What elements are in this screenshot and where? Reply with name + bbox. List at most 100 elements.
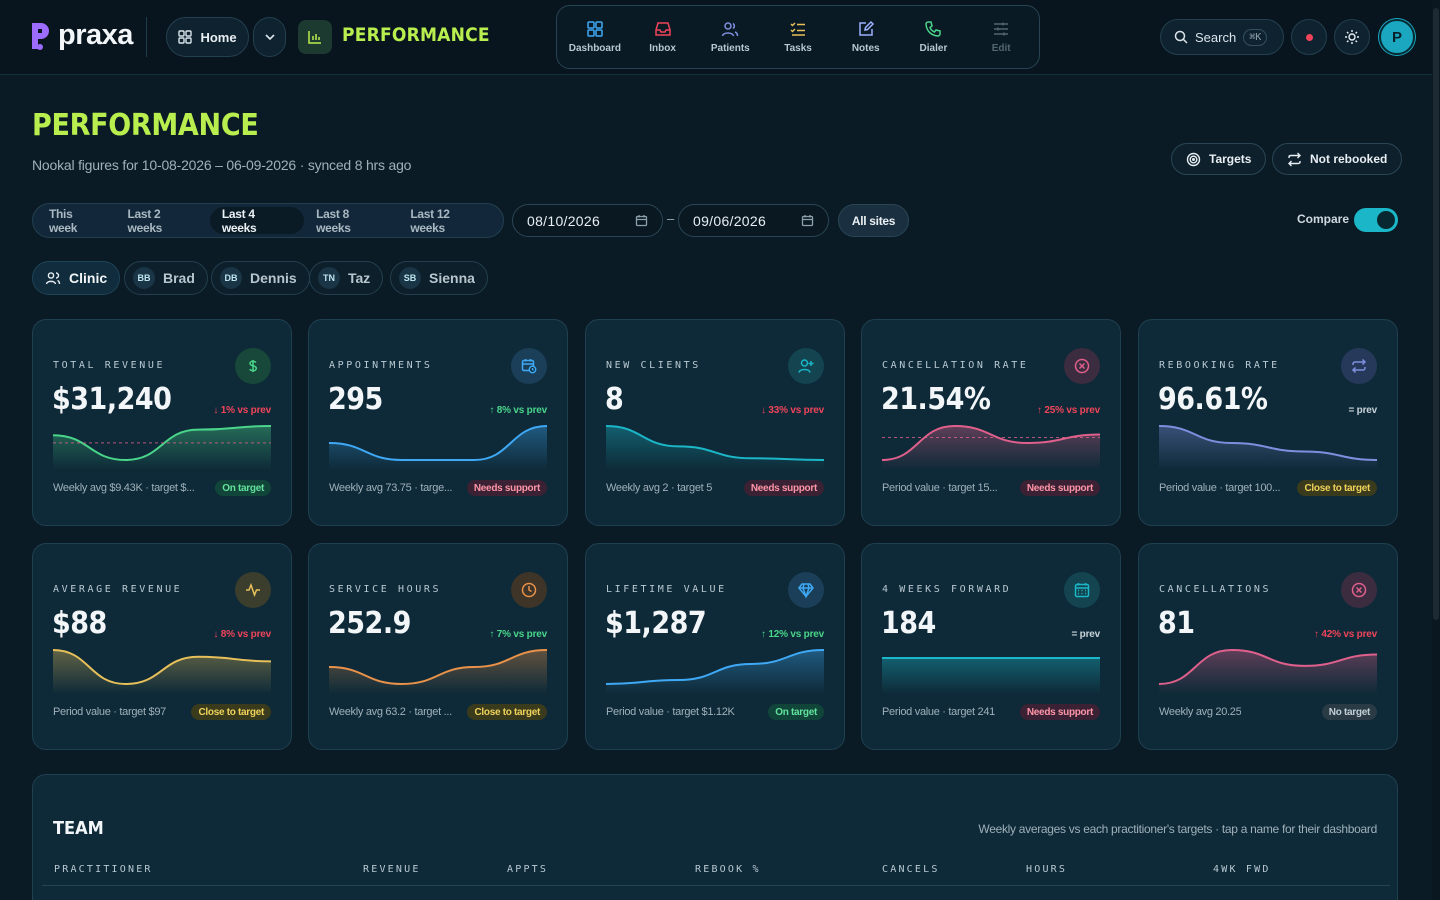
nav-label: Inbox (649, 43, 676, 54)
status-badge: On target (768, 704, 824, 720)
sparkline-area (53, 650, 271, 694)
range-last-12-weeks[interactable]: Last 12 weeks (410, 206, 450, 235)
chip-dennis[interactable]: DB Dennis (211, 261, 310, 295)
chip-taz[interactable]: TN Taz (309, 261, 384, 295)
home-button[interactable]: Home (166, 17, 249, 57)
theme-toggle-button[interactable] (1334, 19, 1370, 55)
brand-name: praxa (58, 19, 133, 51)
targets-button[interactable]: Targets (1171, 143, 1267, 175)
search-button[interactable]: Search ⌘K (1160, 19, 1284, 55)
users-icon (45, 272, 61, 285)
metric-card-appointments[interactable]: APPOINTMENTS 295 ↑ 8% vs prev Weekly avg 73… (308, 319, 568, 526)
metric-card-rebooking-rate[interactable]: REBOOKING RATE 96.61% = prev Period value ·… (1138, 319, 1398, 526)
section-menu-button[interactable] (253, 17, 286, 57)
column-header-rebook[interactable]: REBOOK % (695, 864, 761, 875)
scrollbar-thumb[interactable] (1433, 8, 1439, 620)
app-nav: Dashboard Inbox Patients Tasks Notes Dia… (556, 5, 1040, 69)
range-this-week[interactable]: This week (49, 206, 78, 235)
metric-card-cancellation-rate[interactable]: CANCELLATION RATE 21.54% ↑ 25% vs prev Peri… (861, 319, 1121, 526)
nav-dialer[interactable]: Dialer (900, 6, 968, 68)
date-from-input[interactable]: 08/10/2026 (512, 204, 663, 237)
metric-value: 81 (1158, 606, 1195, 641)
metric-delta: ↑ 25% vs prev (1037, 405, 1100, 416)
metric-delta: ↑ 8% vs prev (489, 405, 547, 416)
metric-icon-badge (788, 572, 824, 608)
metric-card-4-weeks-forward[interactable]: 4 WEEKS FORWARD 184 = prev Period value · t… (861, 543, 1121, 750)
metric-icon-badge (1064, 348, 1100, 384)
sparkline-chart (1158, 420, 1378, 475)
column-header-revenue[interactable]: REVENUE (363, 864, 421, 875)
metric-icon-badge (511, 348, 547, 384)
metric-card-lifetime-value[interactable]: LIFETIME VALUE $1,287 ↑ 12% vs prev Period … (585, 543, 845, 750)
pulse-icon (246, 582, 260, 598)
initials-badge: DB (220, 267, 242, 289)
range-last-2-weeks[interactable]: Last 2 weeks (127, 206, 163, 235)
date-to-input[interactable]: 09/06/2026 (678, 204, 829, 237)
metric-delta: = prev (1071, 629, 1100, 640)
sites-selector[interactable]: All sites (838, 204, 909, 237)
page-title: PERFORMANCE (32, 108, 259, 143)
not-rebooked-button[interactable]: Not rebooked (1272, 143, 1403, 175)
metric-value: $31,240 (52, 382, 172, 417)
chip-brad[interactable]: BB Brad (124, 261, 208, 295)
compare-toggle[interactable] (1354, 208, 1398, 232)
metric-label: AVERAGE REVENUE (53, 584, 183, 595)
sparkline-line (328, 649, 548, 686)
nav-inbox[interactable]: Inbox (629, 6, 697, 68)
calendar-icon (801, 215, 814, 227)
metric-card-average-revenue[interactable]: AVERAGE REVENUE $88 ↓ 8% vs prev Period val… (32, 543, 292, 750)
sparkline-line (605, 649, 825, 685)
metric-value: $88 (52, 606, 107, 641)
status-badge: No target (1321, 704, 1377, 720)
sparkline-area (329, 426, 547, 470)
nav-edit[interactable]: Edit (967, 6, 1035, 68)
chip-label: Brad (163, 270, 195, 286)
nav-patients[interactable]: Patients (696, 6, 764, 68)
status-badge: Needs support (1019, 704, 1100, 720)
search-icon (1174, 30, 1188, 44)
chip-clinic[interactable]: Clinic (32, 261, 121, 295)
sparkline-line (605, 425, 825, 461)
range-last-4-weeks[interactable]: Last 4 weeks (209, 207, 305, 235)
tasks-icon (790, 22, 806, 36)
dashboard-icon (587, 21, 603, 37)
column-header-appts[interactable]: APPTS (507, 864, 549, 875)
nav-tasks[interactable]: Tasks (764, 6, 832, 68)
sparkline-chart (605, 420, 825, 475)
table-divider (42, 885, 1390, 886)
metric-label: CANCELLATION RATE (882, 360, 1029, 371)
top-bar: praxa Home PERFORMANCE Dashboard Inbox P… (0, 0, 1440, 75)
range-last-8-weeks[interactable]: Last 8 weeks (316, 206, 351, 235)
column-header-cancels[interactable]: CANCELS (882, 864, 940, 875)
user-avatar[interactable]: P (1379, 19, 1415, 55)
metric-card-service-hours[interactable]: SERVICE HOURS 252.9 ↑ 7% vs prev Weekly avg… (308, 543, 568, 750)
targets-label: Targets (1209, 152, 1252, 166)
metric-footnote: Period value · target 15... (882, 482, 998, 494)
metric-icon-badge (511, 572, 547, 608)
column-header-hours[interactable]: HOURS (1026, 864, 1068, 875)
column-header-4wk-fwd[interactable]: 4WK FWD (1213, 864, 1271, 875)
record-dot-icon (1305, 33, 1313, 41)
status-badge: Needs support (1019, 480, 1100, 496)
date-to-value: 09/06/2026 (693, 212, 767, 229)
sparkline-chart (1158, 644, 1378, 699)
metric-card-new-clients[interactable]: NEW CLIENTS 8 ↓ 33% vs prev Weekly avg 2 · … (585, 319, 845, 526)
metric-delta: ↑ 42% vs prev (1314, 629, 1377, 640)
divider (146, 17, 147, 57)
nav-label: Tasks (784, 43, 812, 54)
nav-dashboard[interactable]: Dashboard (561, 6, 629, 68)
team-panel: TEAM Weekly averages vs each practitione… (32, 774, 1398, 900)
sparkline-line (328, 425, 548, 461)
status-badge: Needs support (743, 480, 824, 496)
chip-sienna[interactable]: SB Sienna (390, 261, 488, 295)
column-header-practitioner[interactable]: PRACTITIONER (54, 864, 153, 875)
performance-chip (298, 20, 332, 54)
x-circle-icon (1351, 582, 1367, 598)
metric-card-cancellations[interactable]: CANCELLATIONS 81 ↑ 42% vs prev Weekly avg 2… (1138, 543, 1398, 750)
date-from-value: 08/10/2026 (527, 212, 601, 229)
nav-notes[interactable]: Notes (832, 6, 900, 68)
logo[interactable]: praxa (28, 19, 133, 52)
record-button[interactable] (1291, 19, 1327, 55)
dollar-icon (249, 360, 258, 372)
metric-card-total-revenue[interactable]: TOTAL REVENUE $31,240 ↓ 1% vs prev Weekly a… (32, 319, 292, 526)
